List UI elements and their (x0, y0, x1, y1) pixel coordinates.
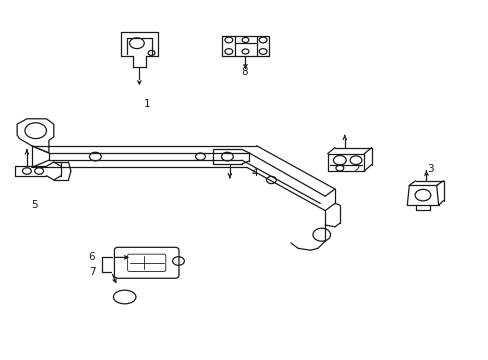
Text: 8: 8 (241, 67, 247, 77)
Text: 1: 1 (143, 99, 150, 109)
Text: 3: 3 (426, 164, 433, 174)
Text: 6: 6 (88, 252, 95, 262)
Text: 5: 5 (31, 200, 38, 210)
Text: 4: 4 (250, 168, 257, 178)
Text: 2: 2 (353, 164, 360, 174)
Text: 7: 7 (88, 267, 95, 277)
